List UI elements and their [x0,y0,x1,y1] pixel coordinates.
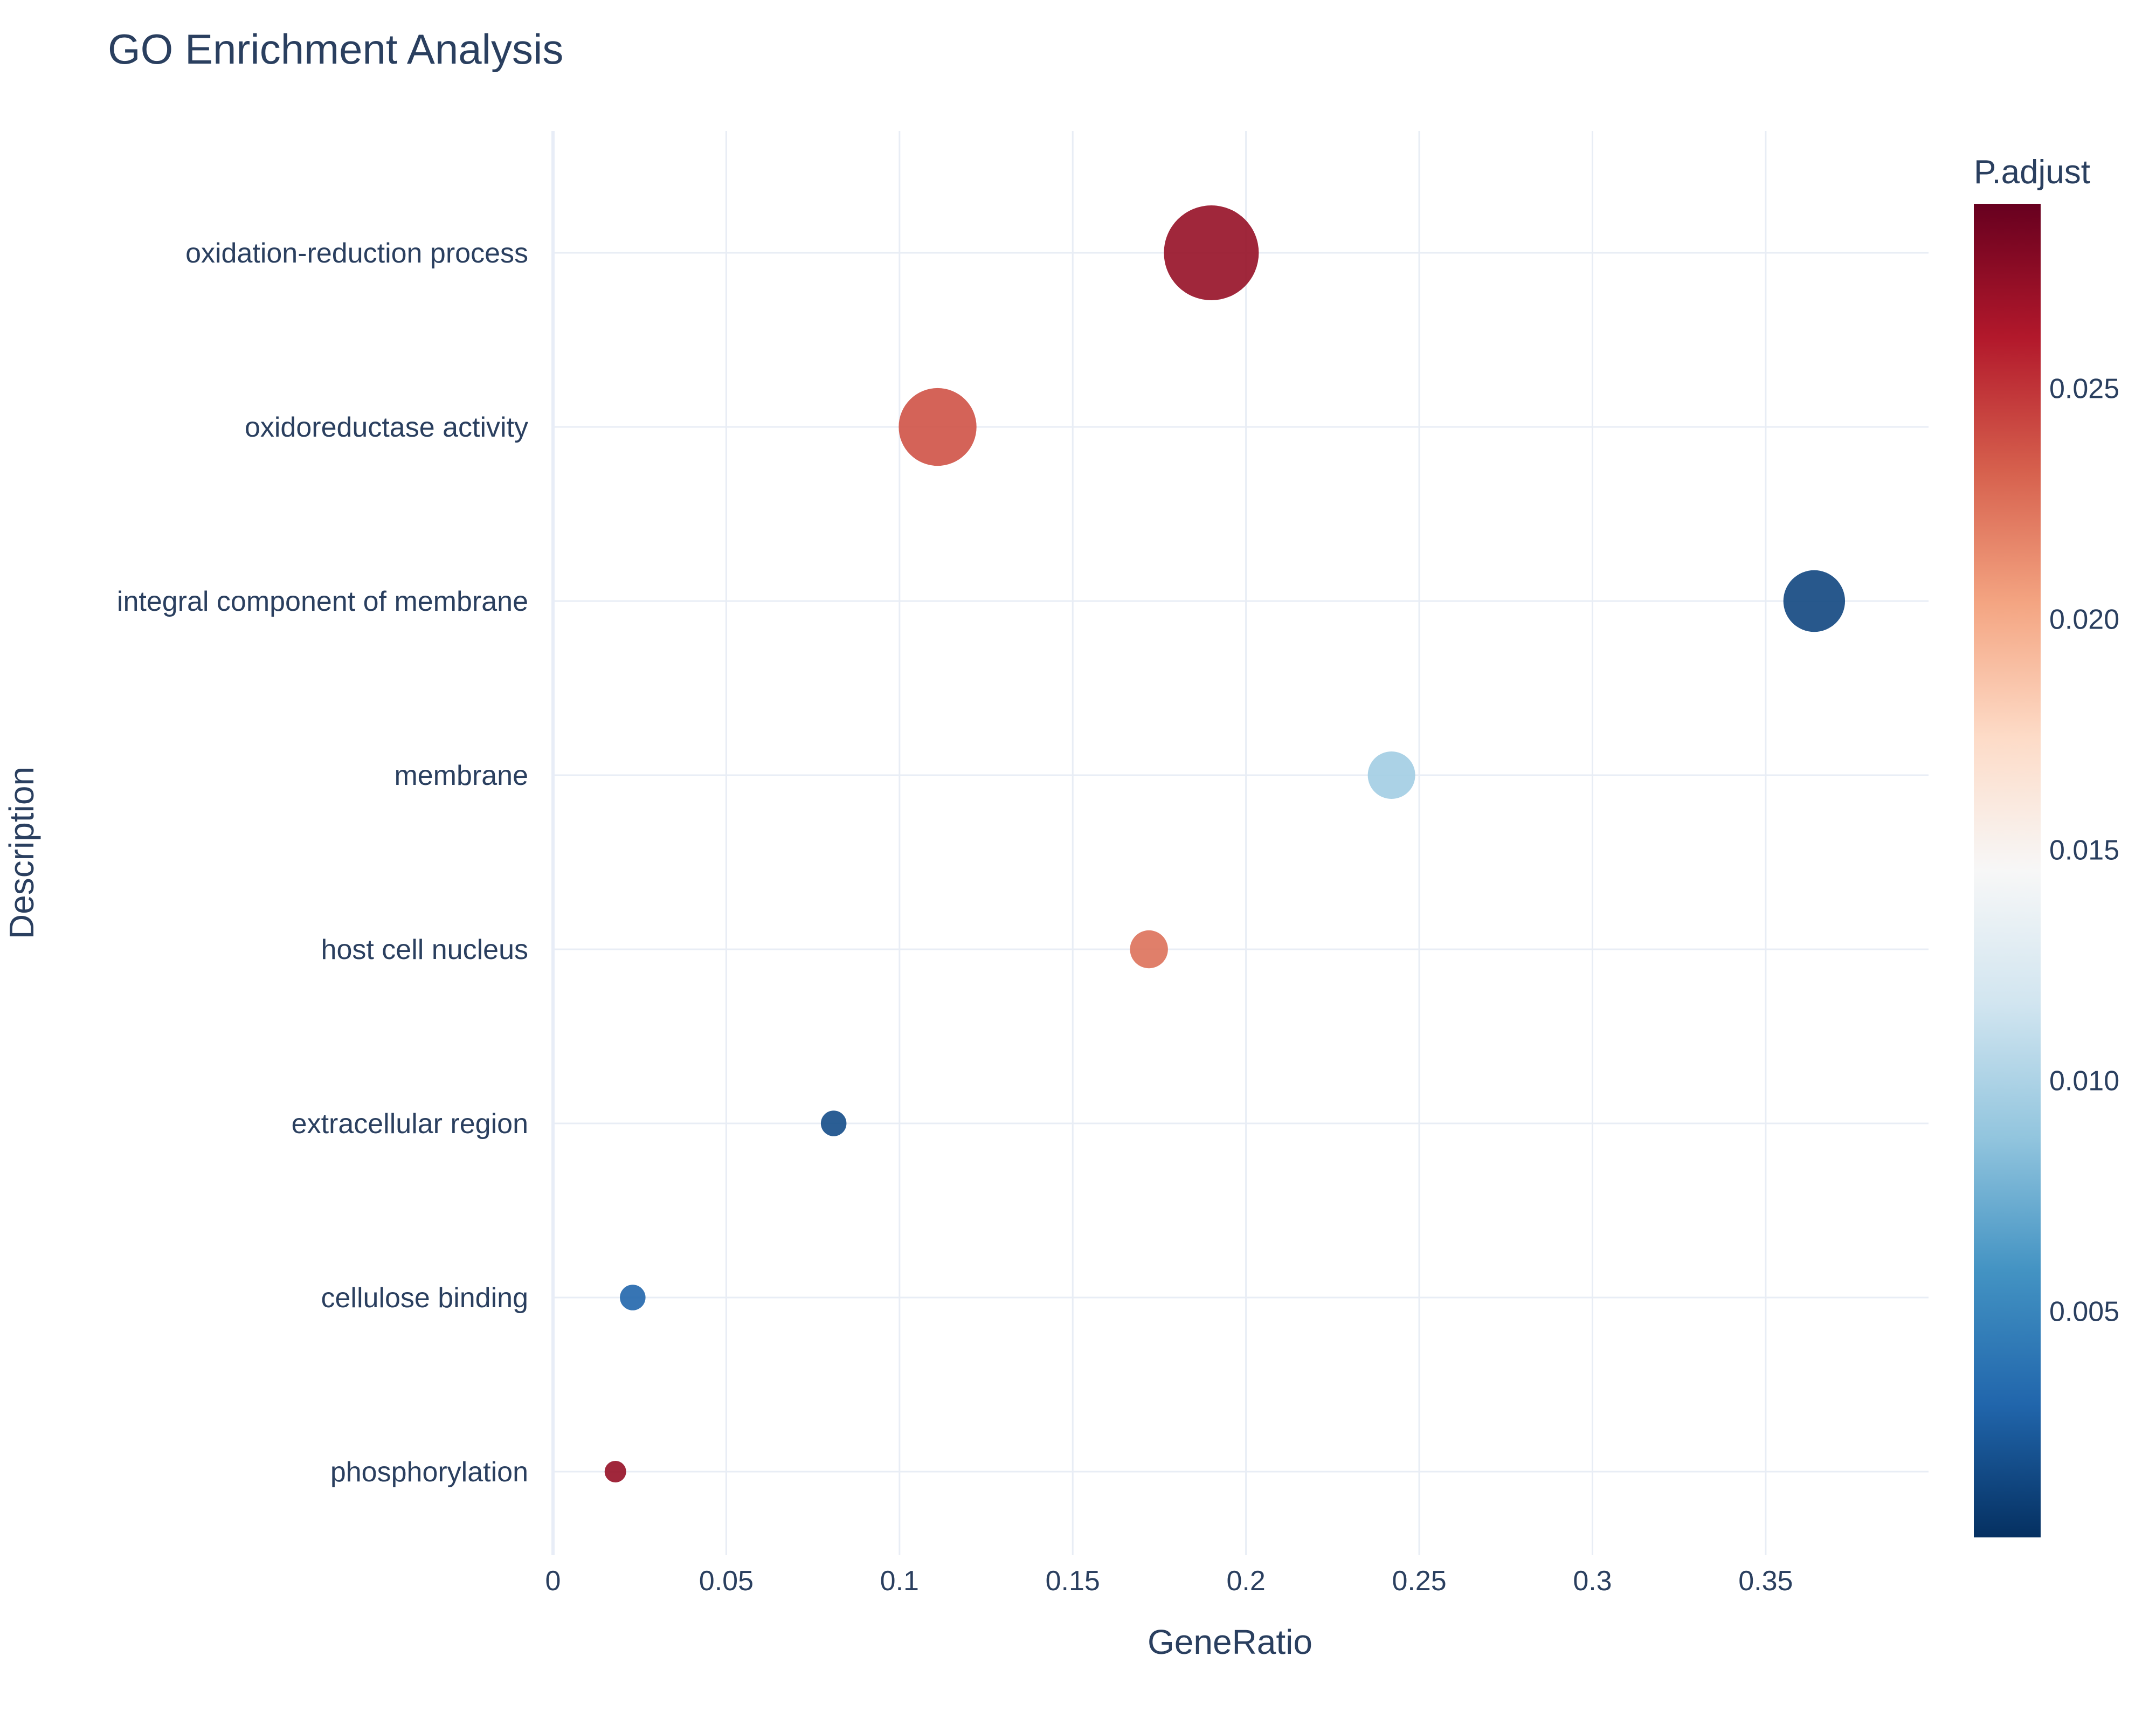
y-tick-label: cellulose binding [321,1282,529,1314]
x-tick-label: 0.35 [1738,1565,1793,1597]
colorbar: P.adjust 0.005 0.010 0.015 0.020 0.025 [1974,154,2119,1537]
y-tick-label: host cell nucleus [321,934,528,965]
point-host-cell-nucleus[interactable] [1130,930,1168,969]
x-tick-label: 0.1 [880,1565,919,1597]
colorbar-gradient [1974,204,2041,1537]
gridlines [553,131,1929,1555]
point-extracellular-region[interactable] [820,1110,847,1136]
y-tick-label: oxidation-reduction process [185,238,528,269]
y-tick-label: integral component of membrane [117,586,528,617]
x-tick-labels: 0 0.05 0.1 0.15 0.2 0.25 0.3 0.35 [545,1565,1793,1597]
point-oxidoreductase-activity[interactable] [899,388,977,466]
y-tick-label: phosphorylation [330,1457,528,1488]
x-tick-label: 0.2 [1226,1565,1265,1597]
y-tick-label: membrane [394,760,528,791]
point-membrane[interactable] [1367,751,1415,799]
colorbar-tick-label: 0.020 [2049,604,2119,635]
colorbar-tick-label: 0.015 [2049,834,2119,866]
x-tick-label: 0 [545,1565,561,1597]
x-tick-label: 0.05 [699,1565,754,1597]
point-cellulose-binding[interactable] [620,1285,646,1310]
chart-title: GO Enrichment Analysis [108,25,563,73]
colorbar-title: P.adjust [1974,154,2090,191]
colorbar-tick-label: 0.010 [2049,1066,2119,1097]
point-oxidation-reduction-process[interactable] [1164,205,1259,300]
x-axis-title: GeneRatio [1148,1623,1312,1661]
y-tick-label: oxidoreductase activity [245,412,528,443]
x-tick-label: 0.3 [1573,1565,1612,1597]
y-tick-labels: oxidation-reduction process oxidoreductas… [117,238,528,1488]
x-tick-label: 0.25 [1392,1565,1446,1597]
colorbar-tick-labels: 0.005 0.010 0.015 0.020 0.025 [2049,373,2119,1327]
y-tick-label: extracellular region [292,1108,528,1140]
colorbar-tick-label: 0.005 [2049,1296,2119,1328]
colorbar-tick-label: 0.025 [2049,373,2119,404]
point-phosphorylation[interactable] [604,1461,626,1482]
points [604,205,1846,1482]
point-integral-component-of-membrane[interactable] [1783,570,1846,632]
y-axis-title: Description [2,767,41,939]
x-tick-label: 0.15 [1046,1565,1100,1597]
